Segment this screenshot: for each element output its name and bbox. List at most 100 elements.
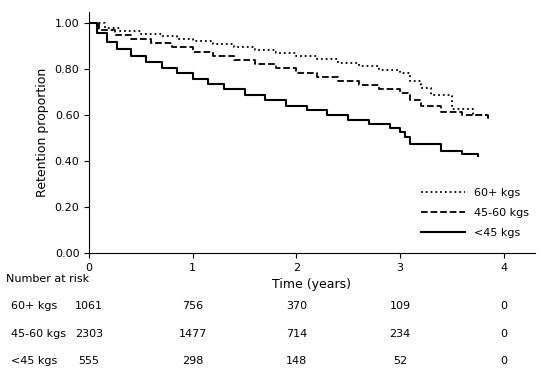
<45 kgs — [104, 31, 110, 36]
Text: 0: 0 — [500, 329, 507, 339]
Y-axis label: Retention proportion: Retention proportion — [36, 68, 49, 197]
60+ kgs — [252, 48, 258, 53]
45-60 kgs — [459, 109, 466, 114]
<45 kgs — [221, 82, 227, 87]
<45 kgs — [158, 60, 165, 65]
<45 kgs — [189, 71, 196, 75]
Text: 0: 0 — [500, 356, 507, 366]
45-60 kgs — [314, 70, 320, 75]
45-60 kgs — [293, 66, 300, 71]
<45 kgs — [345, 117, 351, 122]
45-60 kgs — [417, 98, 424, 102]
X-axis label: Time (years): Time (years) — [272, 278, 351, 291]
<45 kgs — [127, 47, 134, 51]
45-60 kgs — [438, 103, 445, 108]
<45 kgs — [205, 82, 212, 87]
60+ kgs — [485, 116, 491, 120]
<45 kgs — [387, 121, 393, 126]
60+ kgs — [210, 39, 217, 44]
60+ kgs — [314, 57, 320, 61]
60+ kgs — [158, 34, 165, 39]
<45 kgs — [282, 98, 289, 103]
Text: 555: 555 — [79, 356, 100, 366]
45-60 kgs — [397, 91, 403, 96]
45-60 kgs — [112, 28, 119, 32]
45-60 kgs — [335, 75, 341, 79]
Text: 298: 298 — [182, 356, 203, 366]
Line: 45-60 kgs: 45-60 kgs — [89, 23, 488, 119]
60+ kgs — [376, 67, 383, 72]
45-60 kgs — [252, 62, 258, 67]
60+ kgs — [189, 39, 196, 44]
45-60 kgs — [417, 103, 424, 108]
<45 kgs — [143, 53, 149, 58]
60+ kgs — [417, 86, 424, 90]
60+ kgs — [335, 57, 341, 61]
<45 kgs — [324, 112, 331, 117]
45-60 kgs — [231, 54, 237, 59]
60+ kgs — [86, 21, 92, 26]
45-60 kgs — [485, 113, 491, 118]
45-60 kgs — [189, 49, 196, 54]
60+ kgs — [210, 42, 217, 46]
60+ kgs — [448, 106, 455, 111]
<45 kgs — [459, 148, 466, 153]
Text: 1061: 1061 — [75, 301, 103, 312]
<45 kgs — [365, 117, 372, 122]
<45 kgs — [241, 93, 248, 97]
<45 kgs — [143, 60, 149, 65]
45-60 kgs — [485, 117, 491, 121]
60+ kgs — [397, 71, 403, 75]
60+ kgs — [417, 79, 424, 83]
60+ kgs — [293, 53, 300, 58]
<45 kgs — [407, 134, 414, 139]
60+ kgs — [355, 60, 362, 65]
<45 kgs — [241, 87, 248, 92]
45-60 kgs — [252, 58, 258, 63]
45-60 kgs — [210, 49, 217, 54]
60+ kgs — [101, 26, 108, 31]
Text: 234: 234 — [389, 329, 411, 339]
45-60 kgs — [459, 113, 466, 118]
45-60 kgs — [231, 58, 237, 63]
<45 kgs — [438, 148, 445, 153]
45-60 kgs — [438, 109, 445, 114]
45-60 kgs — [112, 32, 119, 37]
<45 kgs — [104, 40, 110, 44]
Text: 2303: 2303 — [75, 329, 103, 339]
45-60 kgs — [169, 45, 175, 50]
45-60 kgs — [96, 28, 103, 32]
<45 kgs — [438, 142, 445, 146]
60+ kgs — [335, 60, 341, 65]
45-60 kgs — [96, 21, 103, 26]
45-60 kgs — [189, 45, 196, 50]
60+ kgs — [397, 67, 403, 72]
Text: 60+ kgs: 60+ kgs — [11, 301, 57, 312]
60+ kgs — [428, 86, 434, 90]
<45 kgs — [345, 112, 351, 117]
60+ kgs — [314, 53, 320, 58]
Text: 148: 148 — [286, 356, 307, 366]
60+ kgs — [158, 32, 165, 36]
60+ kgs — [174, 34, 180, 39]
Text: 45-60 kgs: 45-60 kgs — [11, 329, 66, 339]
<45 kgs — [158, 66, 165, 70]
45-60 kgs — [169, 41, 175, 46]
60+ kgs — [272, 48, 279, 53]
<45 kgs — [94, 31, 101, 36]
<45 kgs — [397, 126, 403, 130]
45-60 kgs — [376, 83, 383, 88]
60+ kgs — [138, 29, 144, 33]
60+ kgs — [448, 93, 455, 97]
45-60 kgs — [272, 62, 279, 67]
60+ kgs — [117, 29, 124, 33]
Text: 109: 109 — [389, 301, 411, 312]
<45 kgs — [189, 76, 196, 81]
<45 kgs — [407, 142, 414, 146]
Text: 1477: 1477 — [179, 329, 207, 339]
Text: 370: 370 — [286, 301, 307, 312]
60+ kgs — [117, 26, 124, 31]
Text: Number at risk: Number at risk — [6, 274, 89, 284]
Text: 52: 52 — [393, 356, 407, 366]
60+ kgs — [428, 93, 434, 97]
